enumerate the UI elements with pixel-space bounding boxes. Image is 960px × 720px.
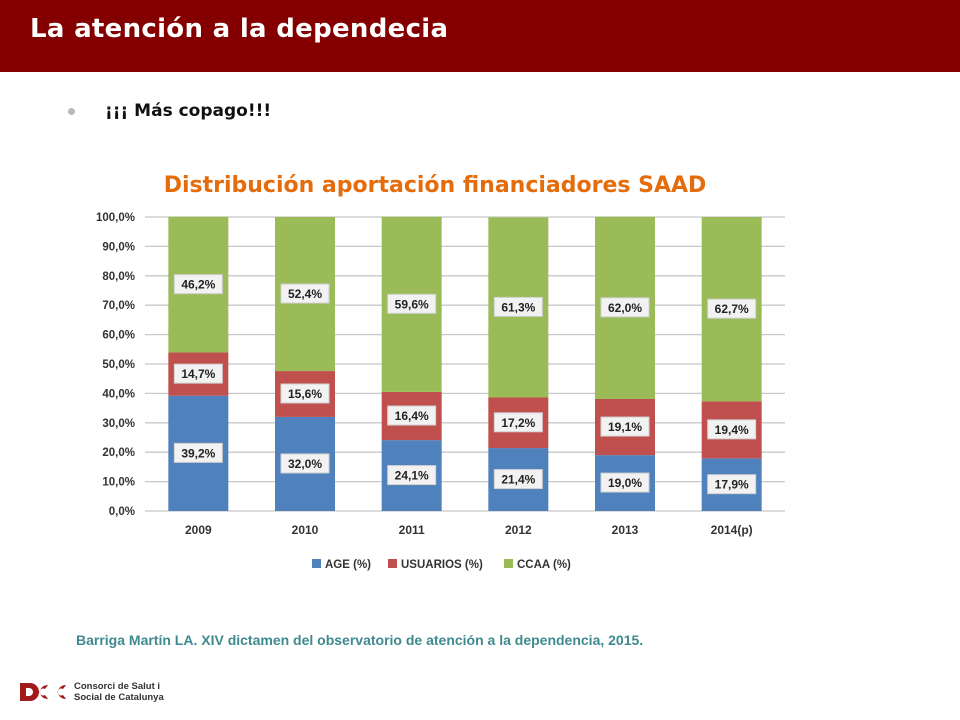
bullet-dot-icon bbox=[68, 107, 75, 115]
y-tick-label: 30,0% bbox=[102, 418, 135, 430]
data-label-box bbox=[280, 383, 330, 404]
legend-swatch bbox=[312, 559, 321, 568]
data-label-box bbox=[280, 283, 330, 304]
data-label: 19,4% bbox=[715, 423, 749, 437]
header-bar: La atención a la dependecia bbox=[0, 0, 960, 72]
logo-text: Consorci de Salut i Social de Catalunya bbox=[74, 681, 164, 703]
y-tick-label: 90,0% bbox=[102, 241, 135, 253]
data-label-box bbox=[387, 465, 437, 486]
data-label: 14,7% bbox=[181, 367, 215, 381]
y-tick-label: 80,0% bbox=[102, 271, 135, 283]
data-label-box bbox=[600, 472, 650, 493]
logo: Consorci de Salut i Social de Catalunya bbox=[18, 680, 164, 704]
data-label: 39,2% bbox=[181, 446, 215, 460]
legend-label: CCAA (%) bbox=[517, 559, 571, 571]
logo-line-1: Consorci de Salut i bbox=[74, 681, 161, 692]
x-tick-label: 2010 bbox=[292, 523, 319, 537]
data-label: 21,4% bbox=[501, 473, 535, 487]
data-label-box bbox=[387, 405, 437, 426]
data-label: 17,2% bbox=[501, 416, 535, 430]
citation-text: Barriga Martín LA. XIV dictamen del obse… bbox=[76, 632, 644, 648]
data-label-box bbox=[493, 412, 543, 433]
stacked-bar-chart: Distribución aportación financiadores SA… bbox=[96, 173, 785, 571]
data-label: 59,6% bbox=[395, 297, 429, 311]
bullet-item: ¡¡¡ Más copago!!! bbox=[68, 101, 271, 121]
x-tick-label: 2013 bbox=[612, 523, 639, 537]
data-label: 16,4% bbox=[395, 409, 429, 423]
legend-swatch bbox=[504, 559, 513, 568]
data-label-box bbox=[600, 416, 650, 437]
chart-title: Distribución aportación financiadores SA… bbox=[164, 173, 707, 198]
data-label: 61,3% bbox=[501, 300, 535, 314]
data-label: 62,7% bbox=[715, 302, 749, 316]
data-label: 19,0% bbox=[608, 476, 642, 490]
data-label-box bbox=[600, 297, 650, 318]
data-label-box bbox=[280, 453, 330, 474]
logo-line-2: Social de Catalunya bbox=[74, 692, 164, 703]
data-label: 24,1% bbox=[395, 469, 429, 483]
data-label: 19,1% bbox=[608, 420, 642, 434]
y-tick-label: 50,0% bbox=[102, 359, 135, 371]
data-label: 32,0% bbox=[288, 457, 322, 471]
data-label-box bbox=[173, 363, 223, 384]
data-label: 52,4% bbox=[288, 287, 322, 301]
legend-label: USUARIOS (%) bbox=[401, 559, 483, 571]
y-tick-label: 20,0% bbox=[102, 447, 135, 459]
data-label: 15,6% bbox=[288, 387, 322, 401]
data-label-box bbox=[493, 469, 543, 490]
data-label-box bbox=[387, 293, 437, 314]
x-tick-label: 2009 bbox=[185, 523, 212, 537]
legend-swatch bbox=[388, 559, 397, 568]
y-tick-label: 60,0% bbox=[102, 330, 135, 342]
bullet-text: ¡¡¡ Más copago!!! bbox=[105, 101, 272, 121]
y-tick-label: 100,0% bbox=[96, 212, 135, 224]
y-tick-label: 0,0% bbox=[109, 506, 135, 518]
page-title: La atención a la dependecia bbox=[30, 14, 449, 44]
data-label: 17,9% bbox=[715, 478, 749, 492]
data-label-box bbox=[707, 474, 757, 495]
x-tick-label: 2011 bbox=[399, 523, 425, 537]
data-label-box bbox=[493, 296, 543, 317]
y-tick-label: 40,0% bbox=[102, 388, 135, 400]
x-tick-label: 2012 bbox=[505, 523, 532, 537]
data-label-box bbox=[173, 442, 223, 463]
data-label: 62,0% bbox=[608, 301, 642, 315]
data-label-box bbox=[707, 298, 757, 319]
data-label-box bbox=[707, 419, 757, 440]
y-tick-label: 10,0% bbox=[102, 477, 135, 489]
data-label-box bbox=[173, 274, 223, 295]
x-tick-label: 2014(p) bbox=[711, 523, 753, 537]
data-label: 46,2% bbox=[181, 278, 215, 292]
csc-logo-icon bbox=[20, 683, 66, 701]
y-tick-label: 70,0% bbox=[102, 300, 135, 312]
legend-label: AGE (%) bbox=[325, 559, 371, 571]
